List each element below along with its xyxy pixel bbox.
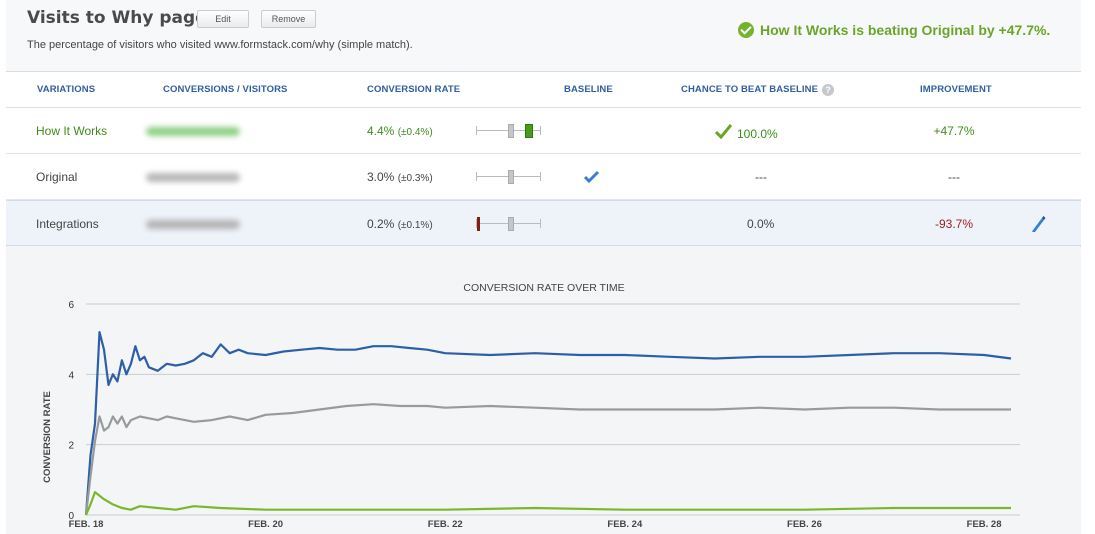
baseline-check-icon	[583, 170, 600, 184]
conversion-rate: 0.2% (±0.1%)	[367, 217, 433, 231]
remove-button[interactable]: Remove	[261, 10, 316, 28]
series-line-0	[84, 330, 1012, 516]
edit-pencil-icon[interactable]	[1030, 215, 1046, 233]
chance-value: 0.0%	[747, 217, 775, 231]
chart-area: CONVERSION RATE OVER TIME CONVERSION RAT…	[6, 247, 1081, 534]
conversions-visitors-redacted	[146, 220, 240, 229]
x-tick-label: FEB. 22	[428, 519, 463, 530]
column-baseline: BASELINE	[564, 84, 613, 95]
table-row[interactable]: Original 3.0% (±0.3%) --- ---	[6, 154, 1081, 200]
y-tick-label: 6	[68, 300, 74, 311]
x-tick-label: FEB. 28	[967, 519, 1002, 530]
y-tick-label: 4	[68, 370, 74, 381]
help-icon[interactable]: ?	[822, 84, 835, 96]
variation-name[interactable]: Original	[36, 170, 78, 184]
improvement-value: +47.7%	[933, 124, 975, 138]
series-line-1	[84, 403, 1011, 516]
conversion-rate-value: 3.0%	[367, 170, 395, 184]
table-header: VARIATIONS CONVERSIONS / VISITORS CONVER…	[6, 72, 1081, 108]
variation-name[interactable]: How It Works	[36, 124, 108, 138]
column-conversions-visitors: CONVERSIONS / VISITORS	[163, 84, 288, 95]
variation-name[interactable]: Integrations	[36, 217, 99, 231]
column-conversion-rate: CONVERSION RATE	[367, 84, 461, 95]
column-chance-label: CHANCE TO BEAT BASELINE	[681, 84, 819, 95]
checkmark-icon	[714, 124, 733, 140]
conversion-rate-interval: (±0.1%)	[397, 220, 433, 231]
y-tick-label: 2	[68, 441, 74, 452]
confidence-interval-bar	[476, 122, 542, 140]
table-row[interactable]: How It Works 4.4% (±0.4%) 100.0% +47.7%	[6, 108, 1081, 154]
conversion-rate-value: 4.4%	[367, 124, 395, 138]
y-axis-label: CONVERSION RATE	[42, 391, 53, 483]
table-row[interactable]: Integrations 0.2% (±0.1%) 0.0% -93.7%	[6, 200, 1081, 246]
conversion-rate: 3.0% (±0.3%)	[367, 170, 433, 184]
confidence-interval-bar	[476, 215, 542, 233]
conversions-visitors-redacted	[146, 173, 240, 182]
improvement-value: ---	[948, 170, 960, 184]
x-tick-label: FEB. 24	[607, 519, 643, 530]
x-tick-label: FEB. 18	[69, 519, 104, 530]
edit-button[interactable]: Edit	[197, 10, 249, 28]
column-improvement: IMPROVEMENT	[920, 84, 992, 95]
y-tick-label: 0	[68, 511, 74, 522]
winner-text: How It Works is beating Original by +47.…	[760, 22, 1051, 38]
improvement-value: -93.7%	[934, 217, 974, 231]
conversion-rate-value: 0.2%	[367, 217, 395, 231]
page-title: Visits to Why page	[27, 8, 207, 28]
winner-message: How It Works is beating Original by +47.…	[738, 22, 1050, 38]
column-variations: VARIATIONS	[37, 84, 96, 95]
series-line-2	[84, 491, 1011, 516]
conversions-visitors-redacted	[146, 127, 240, 136]
chance-value: ---	[755, 170, 767, 184]
x-tick-label: FEB. 26	[787, 519, 822, 530]
goal-description: The percentage of visitors who visited w…	[27, 39, 413, 51]
confidence-interval-bar	[476, 168, 542, 186]
chart-title: CONVERSION RATE OVER TIME	[463, 282, 624, 294]
x-tick-label: FEB. 20	[248, 519, 283, 530]
conversion-rate: 4.4% (±0.4%)	[367, 124, 433, 138]
conversion-rate-interval: (±0.3%)	[397, 173, 433, 184]
check-circle-icon	[738, 22, 754, 38]
results-table: VARIATIONS CONVERSIONS / VISITORS CONVER…	[6, 72, 1081, 246]
chance-to-beat: 100.0%	[714, 124, 778, 141]
experiment-header: Visits to Why page Edit Remove The perce…	[6, 0, 1081, 72]
conversion-rate-chart: CONVERSION RATE OVER TIME CONVERSION RAT…	[42, 282, 1020, 530]
chance-value: 100.0%	[737, 127, 778, 141]
conversion-rate-interval: (±0.4%)	[397, 127, 433, 138]
column-chance-to-beat-baseline: CHANCE TO BEAT BASELINE?	[681, 84, 835, 96]
